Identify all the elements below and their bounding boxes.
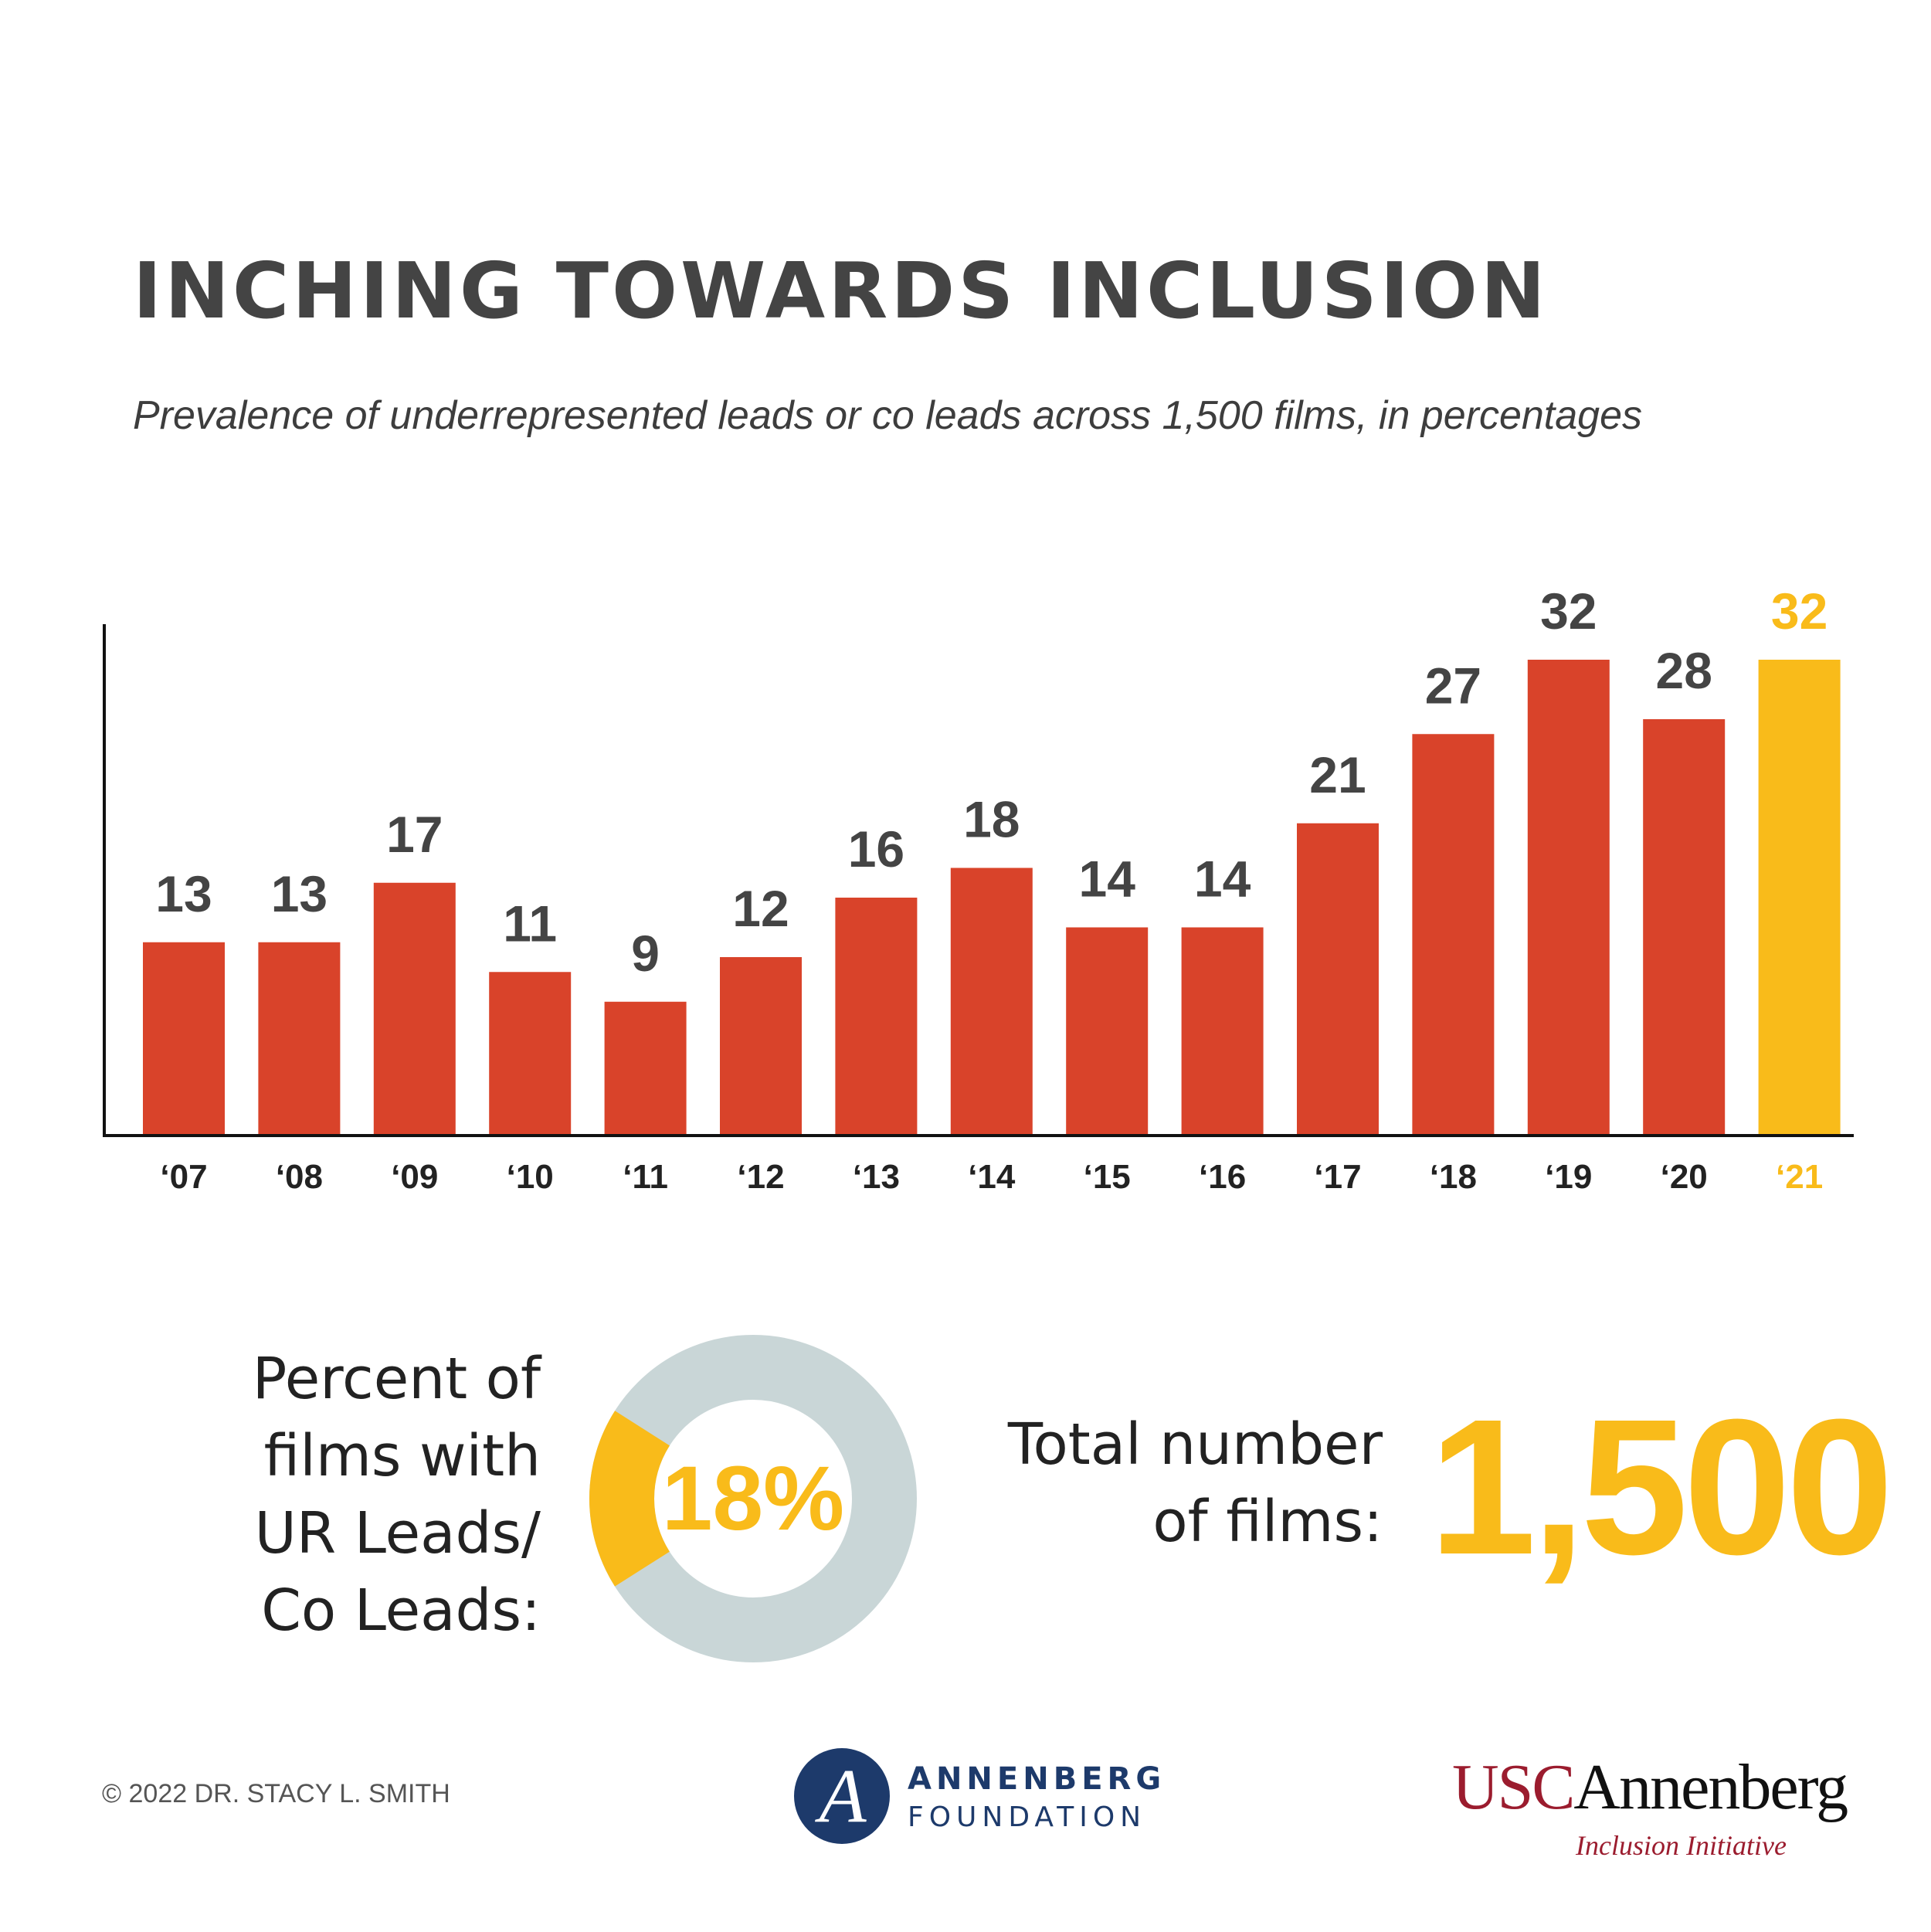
bar-14 bbox=[1758, 660, 1841, 1136]
x-tick-label: ‘09 bbox=[391, 1158, 438, 1196]
emblem-letter: A bbox=[814, 1753, 867, 1839]
bar-1 bbox=[258, 942, 341, 1136]
ur-leads-donut-chart: 18% bbox=[589, 1335, 917, 1662]
x-tick-label: ‘15 bbox=[1084, 1158, 1131, 1196]
bar-5 bbox=[720, 957, 802, 1136]
bar-13 bbox=[1643, 719, 1726, 1136]
ur-label-line: Percent of bbox=[252, 1346, 541, 1412]
x-tick-label: ‘16 bbox=[1199, 1158, 1246, 1196]
bar-0 bbox=[143, 942, 225, 1136]
bar-10 bbox=[1297, 823, 1379, 1136]
bar-value-label: 32 bbox=[1771, 582, 1827, 640]
annenberg-name-wordmark: Annenberg bbox=[1573, 1751, 1848, 1823]
x-tick-label: ‘21 bbox=[1776, 1158, 1823, 1196]
bar-6 bbox=[835, 898, 918, 1136]
x-tick-label: ‘07 bbox=[160, 1158, 207, 1196]
bar-4 bbox=[604, 1001, 687, 1136]
bar-value-label: 18 bbox=[963, 791, 1020, 848]
x-tick-label: ‘18 bbox=[1430, 1158, 1477, 1196]
ur-label-line: UR Leads/ bbox=[254, 1500, 541, 1567]
copyright-text: © 2022 DR. STACY L. SMITH bbox=[102, 1779, 450, 1808]
total-label-line: of films: bbox=[1152, 1489, 1383, 1555]
bar-value-label: 21 bbox=[1309, 746, 1366, 803]
usc-annenberg-wordmark: USCAnnenberg bbox=[1452, 1750, 1848, 1825]
bar-11 bbox=[1412, 734, 1495, 1136]
bar-value-label: 13 bbox=[271, 865, 327, 922]
bar-7 bbox=[950, 868, 1033, 1136]
annenberg-wordmark: ANNENBERG bbox=[908, 1761, 1166, 1797]
annenberg-foundation-emblem-icon: A bbox=[794, 1748, 890, 1844]
inclusion-initiative-wordmark: Inclusion Initiative bbox=[1576, 1830, 1787, 1861]
bar-value-label: 9 bbox=[631, 925, 660, 982]
total-films-value: 1,500 bbox=[1429, 1379, 1894, 1594]
bar-value-label: 13 bbox=[155, 865, 212, 922]
bar-9 bbox=[1181, 927, 1264, 1136]
bar-value-label: 32 bbox=[1540, 582, 1597, 640]
ur-label-line: Co Leads: bbox=[261, 1577, 541, 1644]
bar-value-label: 27 bbox=[1425, 657, 1481, 714]
bar-value-label: 16 bbox=[848, 820, 904, 878]
bar-value-label: 14 bbox=[1078, 851, 1135, 908]
x-tick-label: ‘13 bbox=[853, 1158, 900, 1196]
x-tick-label: ‘17 bbox=[1314, 1158, 1361, 1196]
total-label-line: Total number bbox=[1007, 1411, 1383, 1478]
chart-title: INCHING TOWARDS INCLUSION bbox=[133, 246, 1549, 336]
x-tick-label: ‘08 bbox=[276, 1158, 323, 1196]
bar-value-label: 14 bbox=[1194, 851, 1251, 908]
x-tick-label: ‘10 bbox=[507, 1158, 554, 1196]
annenberg-foundation-logo[interactable]: A ANNENBERG FOUNDATION bbox=[792, 1746, 1193, 1854]
ur-leads-label: Percent of films with UR Leads/ Co Leads… bbox=[139, 1340, 541, 1649]
total-films-label: Total number of films: bbox=[904, 1406, 1383, 1560]
bars-group: 13 ‘07 13 ‘08 17 ‘09 11 ‘10 9 ‘11 12 ‘12 16 ‘13 18 ‘14 1… bbox=[143, 582, 1841, 1196]
bar-2 bbox=[373, 882, 456, 1136]
bar-3 bbox=[489, 972, 572, 1136]
x-tick-label: ‘19 bbox=[1545, 1158, 1592, 1196]
bar-value-label: 17 bbox=[386, 806, 443, 863]
x-tick-label: ‘14 bbox=[968, 1158, 1016, 1196]
usc-wordmark: USC bbox=[1452, 1751, 1575, 1823]
x-tick-label: ‘20 bbox=[1661, 1158, 1708, 1196]
ur-label-line: films with bbox=[263, 1423, 541, 1489]
bar-value-label: 12 bbox=[732, 880, 789, 937]
x-tick-label: ‘11 bbox=[623, 1158, 668, 1196]
bar-value-label: 11 bbox=[503, 895, 557, 952]
donut-percent-label: 18% bbox=[662, 1448, 844, 1550]
bar-chart: 13 ‘07 13 ‘08 17 ‘09 11 ‘10 9 ‘11 12 ‘12 16 ‘13 18 ‘14 1… bbox=[103, 582, 1854, 1196]
bar-12 bbox=[1527, 660, 1610, 1136]
usc-annenberg-logo[interactable]: USCAnnenberg Inclusion Initiative bbox=[1452, 1750, 1854, 1866]
foundation-wordmark: FOUNDATION bbox=[908, 1801, 1147, 1833]
chart-subtitle: Prevalence of underrepresented leads or … bbox=[133, 393, 1643, 438]
bar-value-label: 28 bbox=[1655, 642, 1712, 699]
x-tick-label: ‘12 bbox=[737, 1158, 784, 1196]
bar-8 bbox=[1066, 927, 1149, 1136]
